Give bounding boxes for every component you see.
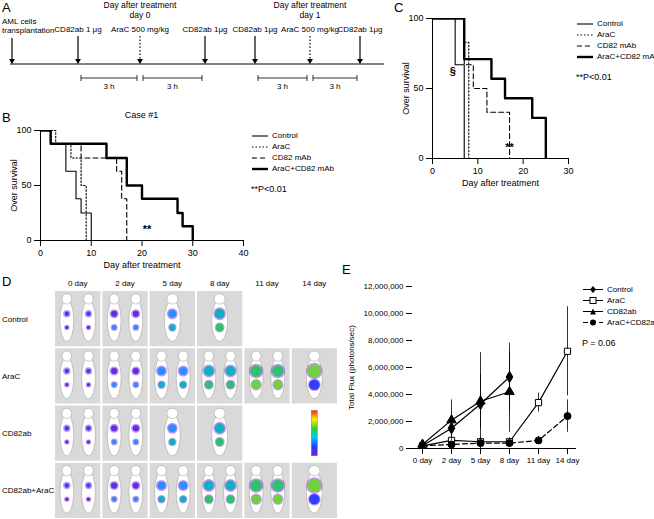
html-text:**P<0.01: **P<0.01 (576, 72, 612, 82)
html-text:Control: Control (272, 131, 298, 140)
svg-text:100: 100 (16, 125, 31, 135)
svg-text:**: ** (505, 141, 514, 153)
svg-text:day 1: day 1 (300, 10, 321, 20)
svg-text:3 h: 3 h (329, 82, 340, 91)
svg-text:50: 50 (413, 83, 423, 93)
svg-text:AraC 500 mg/kg: AraC 500 mg/kg (281, 25, 339, 34)
html-text:CD82 mAb: CD82 mAb (272, 153, 312, 162)
html-text:E: E (342, 262, 351, 277)
svg-text:AML cells: AML cells (2, 17, 36, 26)
svg-text:10,000,000: 10,000,000 (363, 309, 404, 318)
svg-text:Total Flux (photons/sec): Total Flux (photons/sec) (347, 325, 356, 410)
html-text:P = 0.06: P = 0.06 (582, 338, 616, 348)
svg-text:4,000,000: 4,000,000 (368, 390, 404, 399)
svg-text:10: 10 (86, 248, 96, 258)
svg-text:CD82ab: CD82ab (2, 429, 32, 438)
svg-text:CD82ab 1μg: CD82ab 1μg (182, 25, 227, 34)
html-text:Case #1: Case #1 (124, 110, 159, 120)
svg-text:6,000,000: 6,000,000 (368, 363, 404, 372)
svg-text:12,000,000: 12,000,000 (363, 282, 404, 291)
html-text:A: A (2, 0, 11, 15)
svg-text:AraC: AraC (2, 372, 20, 381)
svg-text:D: D (2, 274, 11, 289)
svg-text:11 day: 11 day (255, 279, 278, 288)
svg-text:2,000,000: 2,000,000 (368, 417, 404, 426)
svg-text:2 day: 2 day (115, 279, 135, 288)
svg-text:§: § (450, 65, 456, 77)
svg-text:0: 0 (430, 166, 435, 176)
svg-text:transplantation: transplantation (2, 26, 54, 35)
svg-text:0 day: 0 day (413, 456, 433, 465)
svg-text:CD82ab 1 μg: CD82ab 1 μg (54, 25, 101, 34)
svg-text:10: 10 (473, 166, 483, 176)
svg-text:Over survival: Over survival (9, 159, 19, 212)
svg-text:3 h: 3 h (167, 82, 178, 91)
svg-text:14 day: 14 day (555, 456, 579, 465)
svg-text:2 day: 2 day (442, 456, 462, 465)
svg-text:14 day: 14 day (302, 279, 326, 288)
svg-text:40: 40 (238, 248, 248, 258)
svg-text:Day after treatment: Day after treatment (274, 0, 347, 10)
svg-text:**: ** (143, 223, 152, 235)
html-text:B: B (2, 110, 11, 125)
svg-text:0: 0 (38, 248, 43, 258)
svg-text:3 h: 3 h (277, 82, 288, 91)
svg-text:20: 20 (518, 166, 528, 176)
svg-text:CD82ab 1μg: CD82ab 1μg (232, 25, 277, 34)
html-text:**P<0.01: **P<0.01 (251, 184, 287, 194)
svg-text:100: 100 (408, 13, 423, 23)
html-text:CD82 mAb: CD82 mAb (597, 41, 637, 50)
svg-text:11 day: 11 day (527, 456, 550, 465)
html-text:C: C (394, 0, 404, 15)
svg-text:Day after treatment: Day after treatment (104, 0, 177, 10)
html-text:AraC: AraC (597, 30, 616, 39)
svg-text:8 day: 8 day (500, 456, 520, 465)
html-text:Control: Control (607, 285, 633, 294)
html-text:AraC+CD82 mAb: AraC+CD82 mAb (272, 164, 334, 173)
svg-text:CD82ab+AraC: CD82ab+AraC (2, 486, 54, 495)
svg-text:20: 20 (137, 248, 147, 258)
svg-text:day 0: day 0 (130, 10, 151, 20)
svg-text:0: 0 (418, 153, 423, 163)
html-text:Control: Control (597, 19, 623, 28)
svg-text:0: 0 (399, 444, 404, 453)
svg-text:8 day: 8 day (210, 279, 230, 288)
html-text:AraC: AraC (272, 142, 291, 151)
svg-text:0 day: 0 day (68, 279, 88, 288)
svg-text:CD82ab 1μg: CD82ab 1μg (337, 25, 382, 34)
svg-text:30: 30 (563, 166, 573, 176)
svg-text:50: 50 (21, 180, 31, 190)
svg-text:Control: Control (2, 315, 28, 324)
svg-text:AraC 500 mg/kg: AraC 500 mg/kg (111, 25, 169, 34)
svg-text:Over survival: Over survival (401, 62, 411, 115)
svg-text:5 day: 5 day (471, 456, 491, 465)
svg-text:3 h: 3 h (103, 82, 114, 91)
svg-text:5 day: 5 day (163, 279, 183, 288)
svg-text:Day after treatment: Day after treatment (103, 260, 181, 270)
svg-text:30: 30 (188, 248, 198, 258)
svg-text:Day after treatment: Day after treatment (462, 178, 540, 188)
html-text:AraC: AraC (607, 296, 626, 305)
svg-text:0: 0 (26, 235, 31, 245)
html-text:CD82ab: CD82ab (607, 307, 637, 316)
svg-text:8,000,000: 8,000,000 (368, 336, 404, 345)
